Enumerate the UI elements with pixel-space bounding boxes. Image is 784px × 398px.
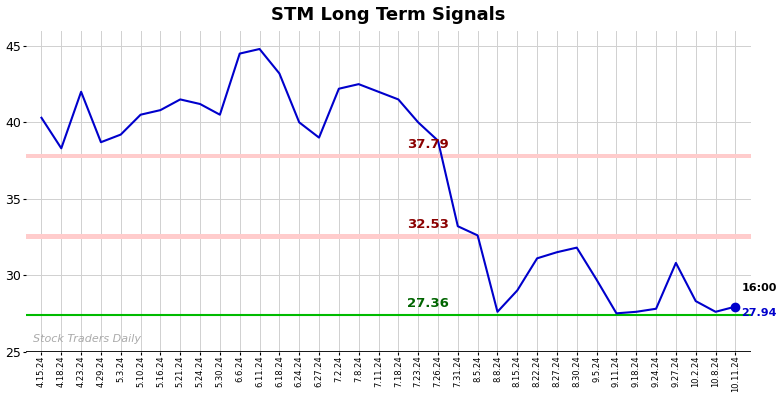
Text: 16:00: 16:00 bbox=[742, 283, 777, 293]
Title: STM Long Term Signals: STM Long Term Signals bbox=[271, 6, 506, 23]
Bar bbox=[26, 154, 751, 158]
Text: 27.94: 27.94 bbox=[742, 308, 777, 318]
Text: 37.79: 37.79 bbox=[407, 138, 449, 151]
Text: Stock Traders Daily: Stock Traders Daily bbox=[33, 334, 141, 344]
Text: 32.53: 32.53 bbox=[407, 218, 449, 231]
Bar bbox=[26, 234, 751, 239]
Text: 27.36: 27.36 bbox=[407, 297, 449, 310]
